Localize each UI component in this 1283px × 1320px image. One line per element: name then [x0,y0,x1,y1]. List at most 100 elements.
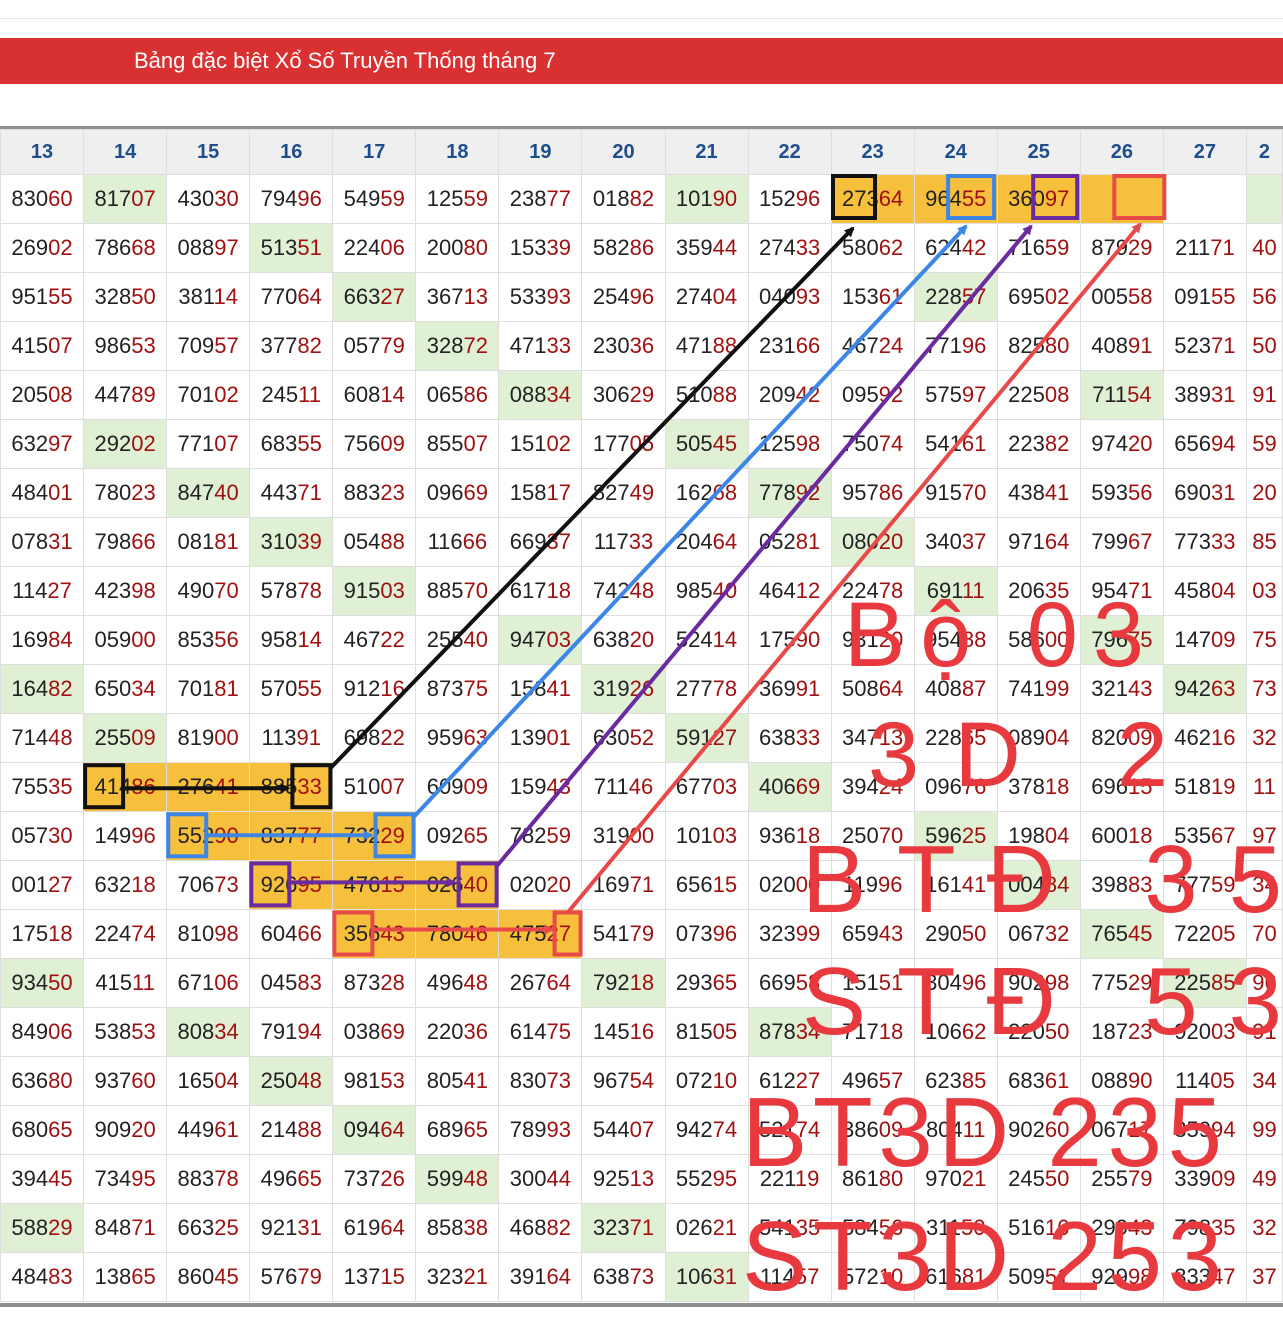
cell-head-digits: 321 [1091,676,1128,701]
result-cell: 32399 [747,909,832,959]
cell-tail-digits: 06 [214,970,239,995]
cell-tail-digits: 26 [629,676,655,701]
result-cell: 22508 [996,370,1081,420]
result-cell: 44789 [83,370,168,420]
cell-tail-digits: 01 [546,725,571,750]
result-cell: 87328 [332,958,417,1008]
cell-head-digits: 088 [509,382,547,407]
cell-tail-digits: 93 [546,284,571,309]
cell-tail-digits: 86 [878,480,904,505]
result-cell: 91 [1245,1007,1283,1057]
result-cell: 08020 [830,517,915,567]
result-cell: 59625 [913,811,998,861]
cell-head-digits: 591 [675,725,713,750]
result-cell: 37 [1245,1252,1283,1302]
cell-head-digits: 496 [842,1068,879,1093]
cell-head-digits: 020 [758,872,796,897]
result-cell: 59 [1245,419,1283,469]
cell-head-digits: 552 [675,1166,713,1191]
cell-tail-digits: 64 [878,186,904,211]
cell-tail-digits: 11 [1253,774,1276,799]
day-header-6: 19 [498,129,583,175]
result-cell: 91216 [332,664,417,714]
cell-tail-digits: 92 [795,480,821,505]
cell-tail-digits: 56 [1252,284,1277,309]
cell-tail-digits: 37 [546,529,571,554]
result-cell: 88323 [332,468,417,518]
cell-head-digits: 224 [343,235,381,260]
cell-head-digits: 360 [1008,186,1045,211]
result-cell: 11427 [0,566,85,616]
result-cell: 58600 [996,615,1081,665]
result-cell: 08890 [1079,1056,1164,1106]
result-cell: 65615 [664,860,749,910]
cell-head-digits: 701 [177,676,215,701]
cell-tail-digits: 50 [961,1215,986,1240]
cell-head-digits: 612 [758,1068,796,1093]
cell-head-digits: 630 [592,725,630,750]
cell-tail-digits: 57 [794,1264,820,1289]
cell-tail-digits: 64 [297,284,322,309]
cell-head-digits: 827 [592,480,630,505]
cell-tail-digits: 16 [1044,1215,1070,1240]
cell-head-digits: 496 [260,1166,298,1191]
cell-tail-digits: 87 [961,676,987,701]
cell-head-digits: 089 [1008,725,1045,750]
cell-head-digits: 340 [925,529,962,554]
table-row: 05730 14996 55290 83777 73229 09265 78259 31900… [0,811,1283,861]
cell-head-digits: 381 [178,284,214,309]
cell-head-digits: 954 [1091,578,1128,603]
cell-head-digits: 535 [1174,823,1212,848]
cell-head-digits: 151 [509,431,547,456]
cell-head-digits: 830 [11,186,49,211]
cell-head-digits: 159 [509,774,547,799]
cell-head-digits: 696 [1091,774,1128,799]
cell-head-digits: 369 [758,676,796,701]
cell-tail-digits: 36 [463,1019,488,1044]
cell-head-digits: 690 [1174,480,1212,505]
cell-head-digits: 137 [343,1264,381,1289]
result-cell: 53393 [498,272,583,322]
result-cell: 65943 [830,909,915,959]
cell-tail-digits: 99 [795,921,821,946]
cell-head-digits: 860 [177,1264,215,1289]
cell-tail-digits: 18 [48,921,73,946]
cell-head-digits: 617 [509,578,547,603]
cell-tail-digits: 62 [961,1019,987,1044]
cell-head-digits: 245 [261,382,299,407]
cell-head-digits: 462 [1174,725,1212,750]
cell-tail-digits: 88 [961,627,987,652]
cell-head-digits: 775 [1091,970,1128,995]
result-cell: 34713 [830,713,915,763]
cell-head-digits: 849 [11,1019,49,1044]
result-cell: 39164 [498,1252,583,1302]
result-cell: 50 [1245,321,1283,371]
cell-head-digits: 638 [758,725,796,750]
day-header-2: 15 [166,129,251,175]
result-cell: 77529 [1079,958,1164,1008]
result-cell: 11733 [581,517,666,567]
cell-tail-digits: 33 [1211,529,1236,554]
table-row: 39445 73495 88378 49665 73726 59948 30044 92513… [0,1154,1283,1204]
cell-head-digits: 304 [925,970,962,995]
cell-tail-digits: 29 [629,382,655,407]
cell-tail-digits: 74 [795,1117,821,1142]
table-row: 11427 42398 49070 57878 91503 88570 61718 74248… [0,566,1283,616]
cell-tail-digits: 44 [712,235,738,260]
cell-head-digits: 706 [177,872,215,897]
cell-tail-digits: 76 [961,774,987,799]
banner-title: Bảng đặc biệt Xổ Số Truyền Thống tháng 7 [134,48,556,73]
cell-head-digits: 290 [925,921,962,946]
cell-tail-digits: 91 [296,725,321,750]
cell-tail-digits: 34 [1252,872,1277,897]
result-cell: 00558 [1079,272,1164,322]
cell-tail-digits: 16 [629,1019,655,1044]
result-cell: 02621 [664,1203,749,1253]
cell-head-digits: 175 [758,627,796,652]
cell-head-digits: 496 [426,970,464,995]
cell-tail-digits: 40 [712,578,738,603]
cell-head-digits: 798 [1174,1215,1212,1240]
result-cell: 39424 [830,762,915,812]
cell-tail-digits: 98 [131,578,156,603]
table-row: 95155 32850 38114 77064 66327 36713 53393 25496… [0,272,1283,322]
